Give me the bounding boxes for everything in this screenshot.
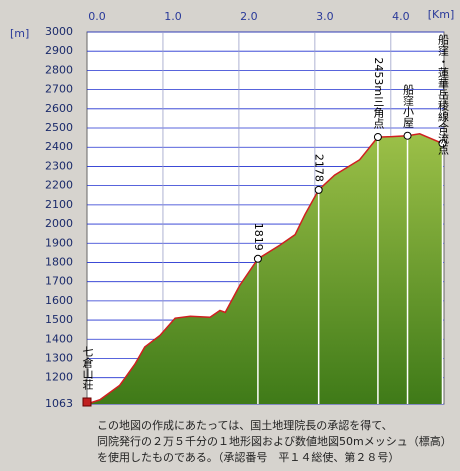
y-tick-label: 2800 [45,63,73,76]
y-tick-label: 2300 [45,159,73,172]
point-label: 2178 [313,154,326,182]
y-tick-label: 2400 [45,140,73,153]
x-tick-label: 0.0 [88,10,106,23]
y-tick-label: 3000 [45,25,73,38]
y-tick-label: 1200 [45,371,73,384]
x-tick-label: 2.0 [240,10,258,23]
point-marker [253,254,262,263]
x-tick-label: 3.0 [316,10,334,23]
y-tick-label: 2700 [45,83,73,96]
note-line: 同院発行の２万５千分の１地形図および数値地図50mメッシュ（標高） [97,434,452,448]
y-tick-label: 2600 [45,102,73,115]
point-label: 2453m三角点 [372,57,385,129]
y-tick-label: 1063 [45,397,73,410]
y-tick-label: 2000 [45,217,73,230]
y-tick-label: 1700 [45,275,73,288]
y-tick-label: 1300 [45,351,73,364]
y-tick-label: 1400 [45,332,73,345]
point-label: 七倉山荘 [81,346,94,391]
point-label: 船窪・蓮華岳稜線合流点 [436,33,449,156]
y-tick-label: 1800 [45,255,73,268]
point-marker [373,133,382,142]
point-label: 船窪小屋 [402,82,415,128]
y-tick-label: 1500 [45,313,73,326]
y-tick-label: 1900 [45,236,73,249]
y-axis-label: [m] [10,27,29,40]
x-axis-label: [Km] [428,8,455,21]
point-marker [438,139,447,148]
start-marker [82,397,92,407]
y-tick-label: 2900 [45,44,73,57]
y-tick-label: 1600 [45,294,73,307]
point-marker [314,185,323,194]
y-tick-label: 2500 [45,121,73,134]
area [87,133,443,405]
x-tick-label: 4.0 [392,10,410,23]
y-tick-label: 2200 [45,179,73,192]
point-marker [403,131,412,140]
note-line: を使用したものである。（承認番号 平１４総使、第２８号） [97,450,399,464]
x-tick-label: 1.0 [164,10,182,23]
note-line: この地図の作成にあたっては、国土地理院長の承認を得て、 [97,418,393,432]
point-label: 1819 [252,223,265,251]
y-tick-label: 2100 [45,198,73,211]
